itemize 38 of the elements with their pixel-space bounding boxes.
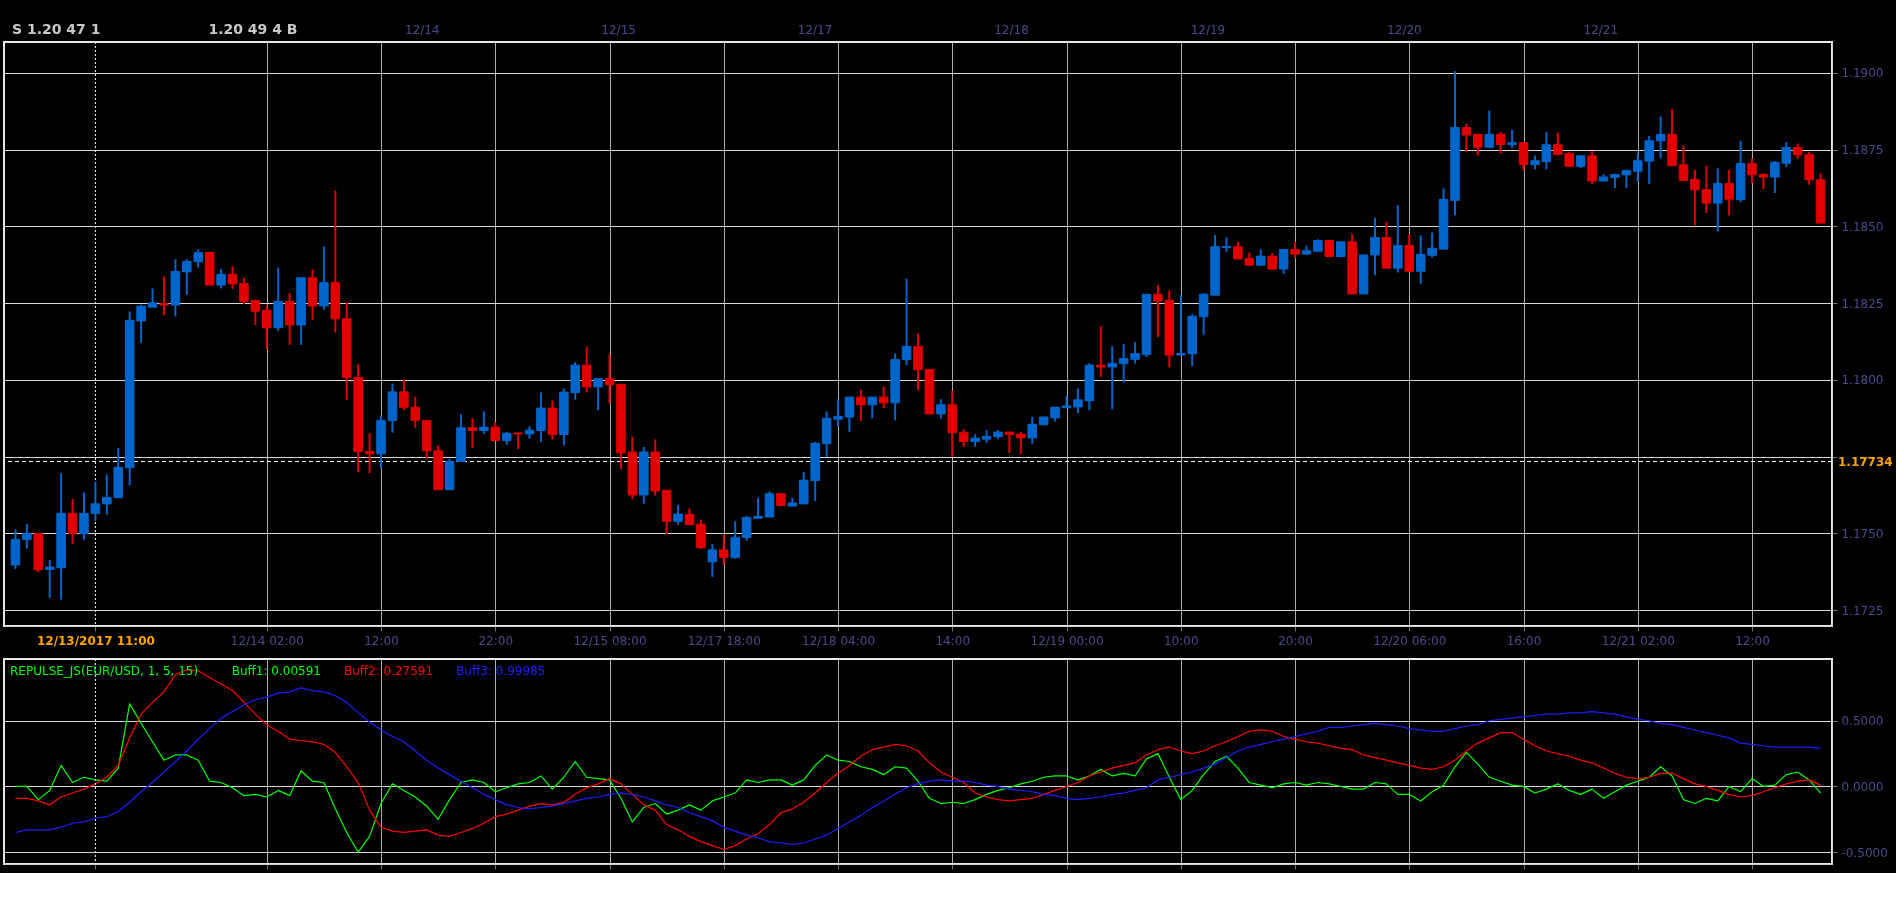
x-tick-label: 12/14 02:00 [230,633,304,648]
y-tick-label: 0.0000 [1841,779,1884,794]
text: Buff3: 0.99985 [456,664,546,678]
y-tick-label: 1.1875 [1841,143,1884,158]
text: Buff2: 0.27591 [343,664,434,678]
text: 12/15 [601,23,636,37]
x-tick-label: 12/21 02:00 [1601,633,1675,648]
text: 12/14 [404,23,440,37]
x-tick-label: 20:00 [1278,633,1313,648]
x-tick-label: 12/13/2017 11:00 [36,633,155,648]
ref-line-label: 1.17734 [1838,454,1893,469]
y-tick-label: 1.1900 [1841,66,1884,81]
x-tick-label: 12:00 [364,633,399,648]
text: S 1.20 47 1 [12,21,101,37]
x-tick-label: 12/20 06:00 [1373,633,1447,648]
y-tick-label: 1.1825 [1841,296,1884,311]
text: 12/21 [1583,23,1619,37]
y-tick-label: 1.1850 [1841,219,1884,234]
x-tick-label: 12/19 00:00 [1030,633,1104,648]
x-tick-label: 22:00 [478,633,514,648]
y-tick-label: 1.1725 [1841,603,1884,618]
text: 12/17 [797,23,833,37]
text: 12/18 [994,23,1029,37]
x-tick-label: 10:00 [1163,633,1199,648]
text: 12/20 [1387,23,1422,37]
y-tick-label: 0.5000 [1841,714,1884,729]
text: 1.20 49 4 B [208,21,298,37]
x-tick-label: 16:00 [1506,633,1542,648]
x-tick-label: 12/17 18:00 [687,633,761,648]
text: 12/19 [1190,23,1226,37]
y-tick-label: -0.5000 [1841,845,1888,860]
text: Buff1: 0.00591 [231,664,321,678]
x-tick-label: 14:00 [935,633,971,648]
x-tick-label: 12/18 04:00 [802,633,876,648]
x-tick-label: 12/15 08:00 [573,633,647,648]
x-tick-label: 12:00 [1735,633,1770,648]
y-tick-label: 1.1800 [1841,373,1884,388]
y-tick-label: 1.1750 [1841,526,1884,541]
